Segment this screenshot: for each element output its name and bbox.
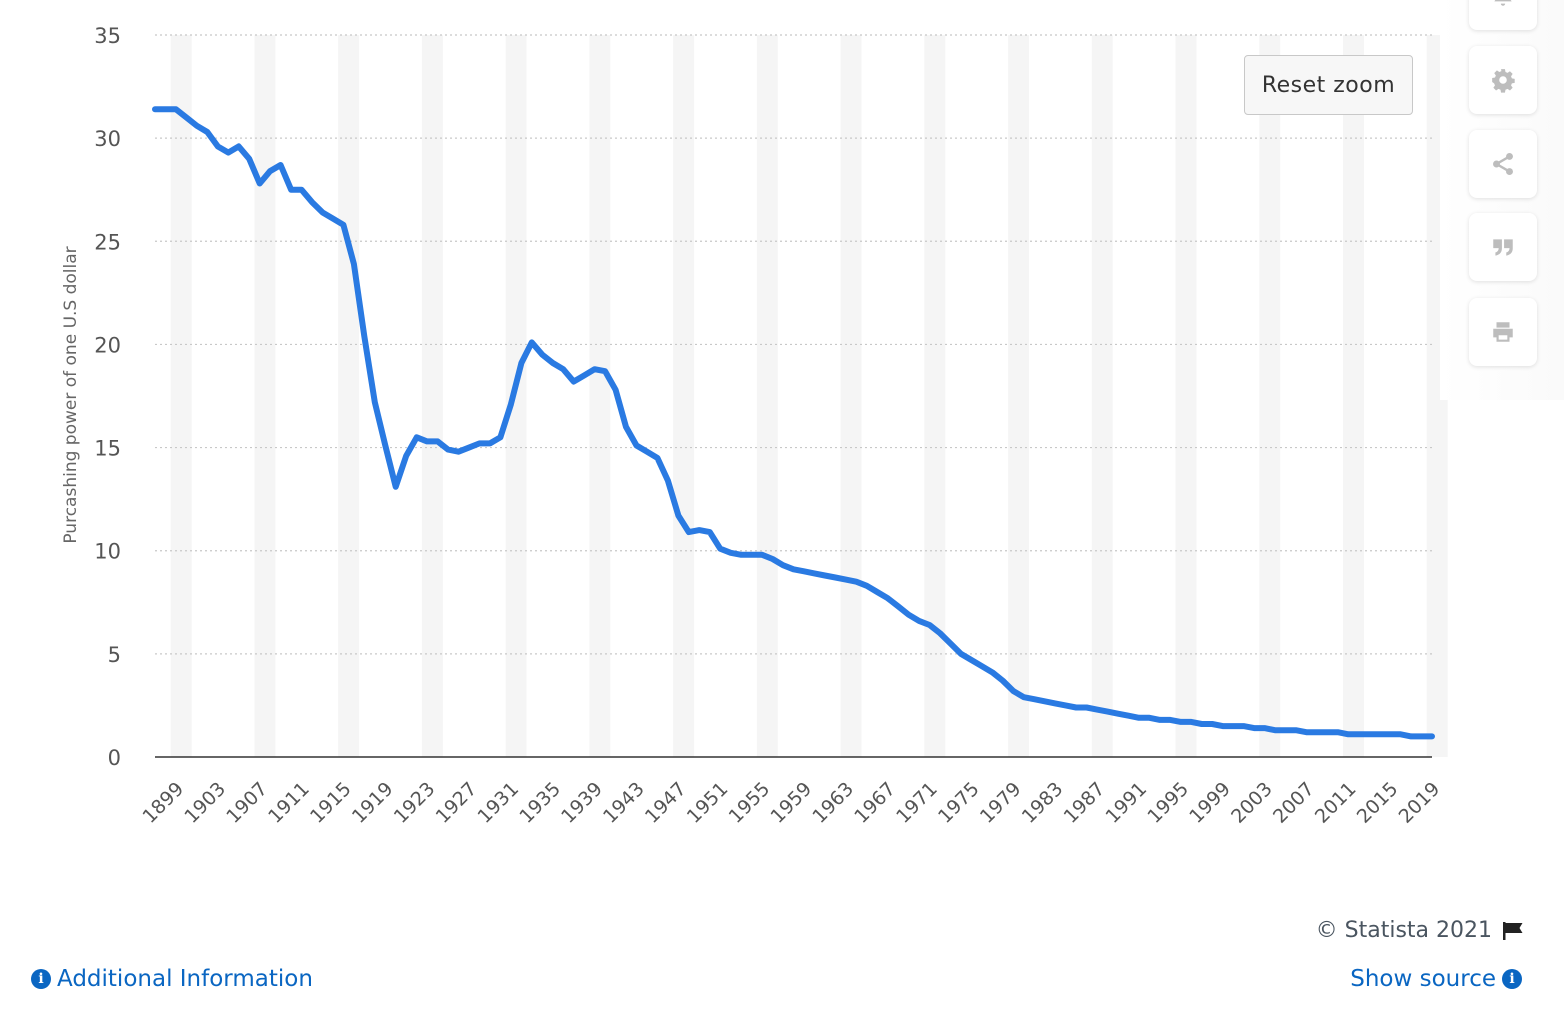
x-tick-label: 1927 (432, 778, 482, 828)
x-tick-label: 1959 (767, 778, 817, 828)
x-tick-label: 1975 (934, 778, 984, 828)
x-tick-label: 1915 (306, 778, 356, 828)
x-tick-label: 1967 (850, 778, 900, 828)
info-icon: i (1502, 969, 1522, 989)
x-tick-label: 2007 (1269, 778, 1319, 828)
x-tick-label: 1963 (808, 778, 858, 828)
show-source-label: Show source (1350, 966, 1496, 992)
y-tick-label: 10 (94, 540, 121, 564)
y-tick-label: 15 (94, 437, 121, 461)
x-tick-label: 1923 (390, 778, 440, 828)
x-tick-label: 1987 (1060, 778, 1110, 828)
x-tick-labels: 1899190319071911191519191923192719311935… (138, 778, 1444, 828)
plot-band (756, 35, 778, 757)
x-tick-label: 1971 (892, 778, 942, 828)
y-axis-label: Purcashing power of one U.S dollar (61, 246, 81, 543)
y-tick-label: 20 (94, 333, 121, 357)
plot-band (254, 35, 276, 757)
y-tick-labels: 0 5 10 15 20 25 30 35 (94, 24, 121, 770)
plot-band (1008, 35, 1030, 757)
plot-band (421, 35, 443, 757)
series-group (152, 106, 1435, 740)
x-tick-label: 1943 (599, 778, 649, 828)
reset-zoom-button[interactable]: Reset zoom (1244, 55, 1413, 115)
x-tick-label: 2003 (1227, 778, 1277, 828)
copyright-text: © Statista 2021 (1315, 918, 1492, 943)
x-tick-label: 1999 (1185, 778, 1235, 828)
settings-button[interactable] (1469, 46, 1537, 114)
x-tick-label: 1919 (348, 778, 398, 828)
x-tick-label: 1899 (138, 778, 188, 828)
plot-band (840, 35, 862, 757)
print-icon (1493, 322, 1513, 342)
x-tick-label: 1935 (515, 778, 565, 828)
additional-information-link[interactable]: i Additional Information (31, 966, 313, 992)
additional-information-label: Additional Information (57, 966, 313, 992)
x-tick-label: 1995 (1143, 778, 1193, 828)
cite-button[interactable] (1469, 213, 1537, 281)
print-button[interactable] (1469, 298, 1537, 366)
plot-band (1259, 35, 1281, 757)
notification-button[interactable] (1469, 0, 1537, 30)
plot-band (1175, 35, 1197, 757)
x-tick-label: 1903 (180, 778, 230, 828)
plot-band (338, 35, 360, 757)
x-tick-label: 1911 (264, 778, 314, 828)
gear-icon (1492, 69, 1515, 93)
copyright-notice: © Statista 2021 (1316, 918, 1524, 943)
plot-band (673, 35, 695, 757)
plot-band (170, 35, 192, 757)
plot-band (589, 35, 611, 757)
info-icon: i (31, 969, 51, 989)
plot-bands (170, 35, 1448, 757)
share-button[interactable] (1469, 130, 1537, 198)
y-tick-label: 30 (94, 127, 121, 151)
flag-icon[interactable] (1502, 921, 1524, 941)
y-tick-label: 5 (108, 643, 121, 667)
plot-band (1091, 35, 1113, 757)
plot-band (505, 35, 527, 757)
x-tick-label: 1983 (1018, 778, 1068, 828)
share-icon (1493, 152, 1513, 176)
x-tick-label: 1939 (557, 778, 607, 828)
x-tick-label: 1955 (725, 778, 775, 828)
show-source-link[interactable]: Show source i (1350, 966, 1522, 992)
x-tick-label: 1979 (976, 778, 1026, 828)
plot-band (924, 35, 946, 757)
y-tick-label: 25 (94, 230, 121, 254)
x-tick-label: 1931 (473, 778, 523, 828)
x-tick-label: 1951 (683, 778, 733, 828)
x-tick-label: 2011 (1311, 778, 1361, 828)
y-tick-label: 35 (94, 24, 121, 48)
plot-band (1343, 35, 1364, 757)
x-tick-label: 1907 (222, 778, 272, 828)
x-tick-label: 1947 (641, 778, 691, 828)
x-tick-label: 2019 (1395, 778, 1445, 828)
series-line[interactable] (152, 106, 1435, 740)
y-tick-label: 0 (108, 746, 121, 770)
x-tick-label: 2015 (1353, 778, 1403, 828)
x-tick-label: 1991 (1101, 778, 1151, 828)
quote-icon (1493, 239, 1513, 256)
bell-icon (1494, 0, 1512, 6)
